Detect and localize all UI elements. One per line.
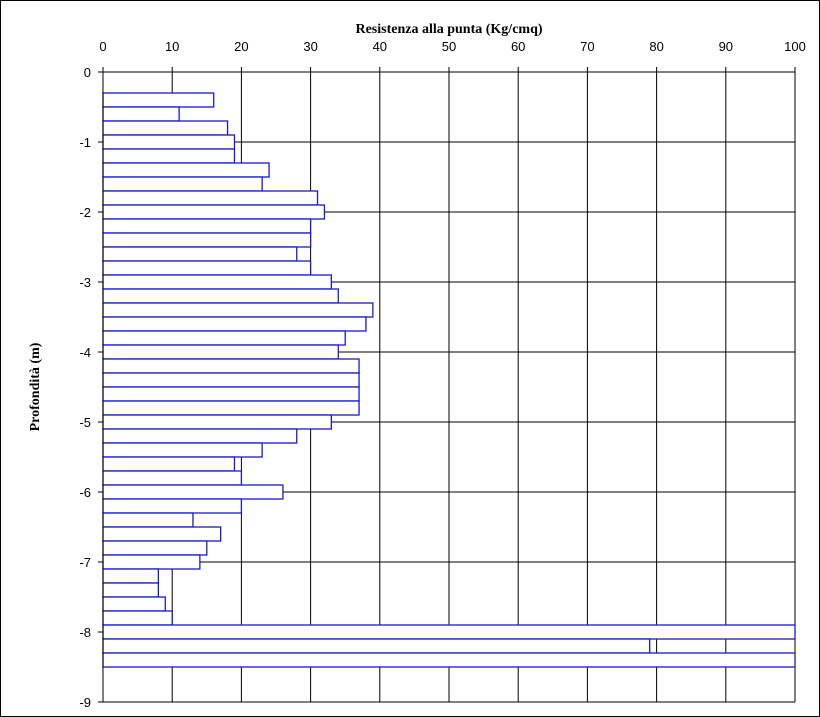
bar	[102, 204, 326, 220]
bar	[102, 540, 208, 556]
x-tick-label: 10	[165, 39, 179, 54]
y-tick-label: -6	[79, 485, 91, 500]
y-tick-label: -3	[79, 275, 91, 290]
y-tick-label: -5	[79, 415, 91, 430]
bar	[102, 106, 180, 122]
bar	[102, 302, 374, 318]
x-tick-label: 60	[511, 39, 525, 54]
bar	[102, 456, 236, 472]
bar	[102, 498, 243, 514]
bar	[102, 246, 298, 262]
x-tick-labels: 0 10 20 30 40 50 60 70 80 90 100	[99, 39, 805, 54]
bar	[102, 386, 360, 402]
bar	[102, 134, 236, 150]
y-tick-label: 0	[84, 65, 91, 80]
y-tick-label: -2	[79, 205, 91, 220]
bar	[102, 120, 229, 136]
bar	[102, 330, 346, 346]
x-tick-label: 20	[234, 39, 248, 54]
axes	[98, 67, 796, 703]
bar	[102, 148, 236, 164]
x-tick-label: 80	[649, 39, 663, 54]
x-tick-label: 0	[99, 39, 106, 54]
bar	[102, 624, 796, 640]
bar	[102, 526, 222, 542]
x-tick-label: 70	[580, 39, 594, 54]
x-axis-title: Resistenza alla punta (Kg/cmq)	[355, 22, 542, 37]
bar-series	[102, 92, 796, 668]
bar	[102, 414, 333, 430]
bar	[102, 372, 360, 388]
bar	[102, 568, 160, 584]
x-tick-label: 90	[719, 39, 733, 54]
y-tick-label: -4	[79, 345, 91, 360]
bar	[102, 442, 263, 458]
y-tick-label: -7	[79, 555, 91, 570]
bar	[102, 554, 201, 570]
bar	[102, 428, 298, 444]
y-tick-label: -1	[79, 135, 91, 150]
y-tick-labels: 0 -1 -2 -3 -4 -5 -6 -7 -8 -9	[79, 65, 91, 710]
bar	[102, 652, 796, 668]
x-tick-label: 100	[784, 39, 806, 54]
bar	[102, 638, 651, 654]
bar	[102, 512, 194, 528]
bar	[102, 316, 367, 332]
bar	[102, 260, 312, 276]
bar	[102, 232, 312, 248]
bar	[102, 190, 319, 206]
x-tick-label: 30	[303, 39, 317, 54]
bar	[102, 484, 284, 500]
bar	[102, 470, 243, 486]
bar	[102, 92, 215, 108]
y-tick-label: -9	[79, 695, 91, 710]
y-tick-label: -8	[79, 625, 91, 640]
bar	[102, 162, 270, 178]
bar	[102, 218, 312, 234]
bar	[102, 176, 263, 192]
bar	[102, 274, 333, 290]
bar	[102, 596, 166, 612]
bar	[102, 358, 360, 374]
bar	[102, 582, 160, 598]
bar	[102, 288, 339, 304]
bar	[102, 610, 173, 626]
y-axis-title: Profondità (m)	[28, 342, 43, 431]
bar	[102, 344, 339, 360]
x-tick-label: 50	[442, 39, 456, 54]
x-tick-label: 40	[373, 39, 387, 54]
bar	[102, 400, 360, 416]
